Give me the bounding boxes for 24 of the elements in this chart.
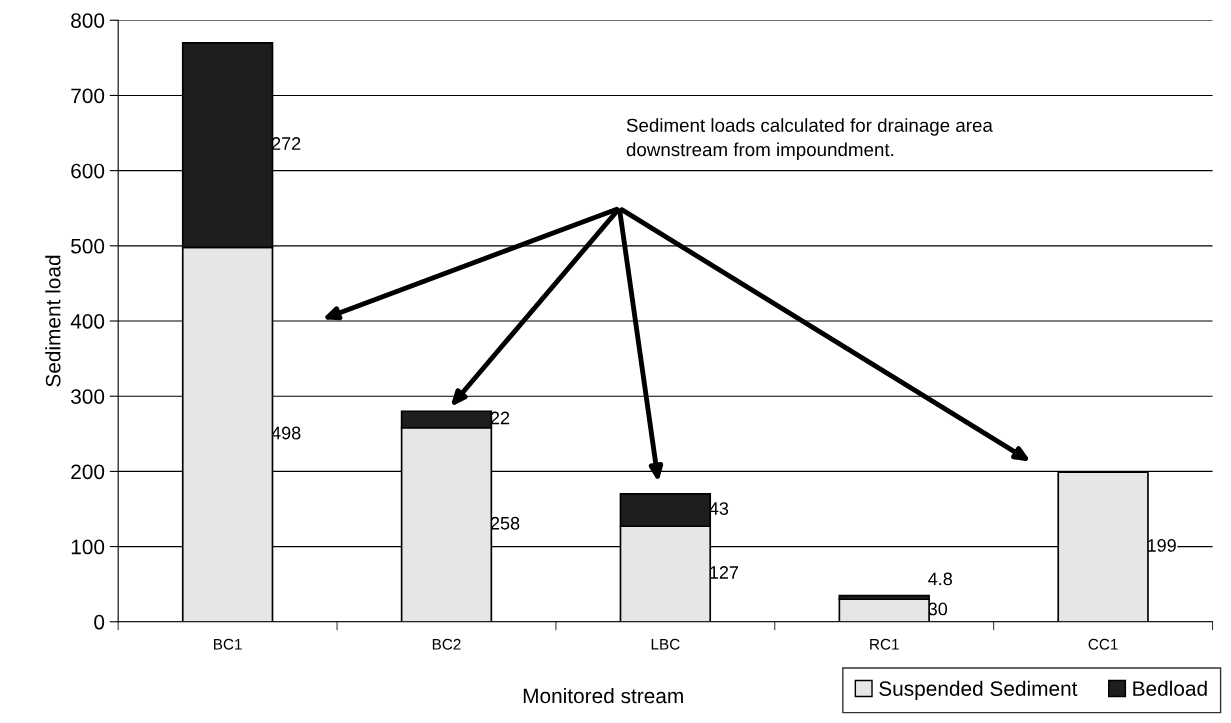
y-tick-label: 400 xyxy=(70,314,105,329)
y-tick-label: 300 xyxy=(71,389,105,404)
data-label: 127 xyxy=(710,566,739,579)
x-axis-title: Monitored stream xyxy=(523,687,683,704)
y-axis-title: Sediment load xyxy=(45,255,61,387)
x-tick-label: RC1 xyxy=(870,638,899,650)
x-tick-label: BC1 xyxy=(214,638,242,650)
data-label: 498 xyxy=(271,426,301,440)
y-tick-label: 200 xyxy=(71,464,105,480)
y-tick-label: 100 xyxy=(71,539,105,555)
y-tick-label: 0 xyxy=(94,614,105,630)
annotation: Sediment loads calculated for drainage area downstream from impoundment. xyxy=(626,118,993,160)
x-tick-label: CC1 xyxy=(1088,638,1118,650)
legend-label: Suspended Sediment xyxy=(879,680,1078,701)
legend-label: Bedload xyxy=(1133,680,1207,696)
y-tick-label: 800 xyxy=(71,13,105,28)
data-label: 272 xyxy=(272,137,301,150)
y-tick-label: 500 xyxy=(71,238,105,254)
x-tick-label: LBC xyxy=(651,638,680,650)
y-tick-label: 700 xyxy=(71,88,105,104)
data-label: 4.8 xyxy=(928,572,953,586)
data-label: 258 xyxy=(490,516,520,530)
x-tick-label: BC2 xyxy=(432,638,461,650)
y-tick-label: 600 xyxy=(71,163,105,179)
